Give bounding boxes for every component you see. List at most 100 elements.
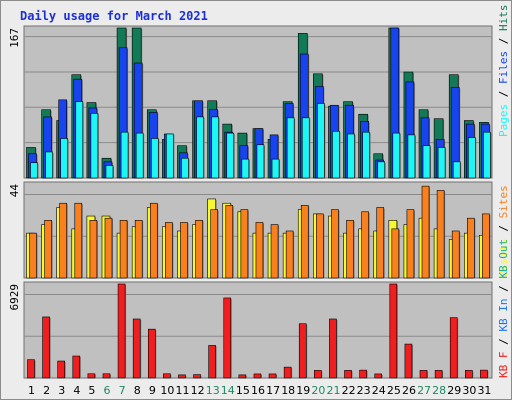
kb-f-bar [117,283,126,379]
x-tick-label: 19 [296,384,310,397]
x-tick-label: 27 [417,384,431,397]
pages-bar [437,147,446,179]
pages-bar [362,131,370,179]
pages-bar [407,134,416,179]
pages-bar [105,165,114,179]
y-max-label-2: 44 [8,184,21,198]
kb-f-bar [253,373,262,379]
kb-f-bar [404,343,413,379]
sites-bar [149,202,158,279]
pages-bar [301,117,310,179]
x-tick-label: 30 [462,384,476,397]
legend-separator: / [497,279,510,299]
pages-bar [286,117,295,179]
sites-bar [74,202,83,279]
x-tick-label: 29 [447,384,461,397]
pages-bar [422,145,431,179]
x-tick-label: 1 [28,384,35,397]
kb-f-bar [147,328,156,379]
x-tick-label: 12 [191,384,205,397]
pages-bar [45,151,53,179]
sites-bar [467,217,475,279]
kb-f-bar [434,370,443,379]
pages-bar [332,130,340,179]
sites-bar [376,207,385,279]
kb-f-bar [223,297,232,379]
sites-bar [225,205,234,279]
pages-bar [135,132,144,179]
legend-entry: Sites [497,185,510,218]
sites-bar [29,232,37,279]
kb-f-bar [178,374,186,379]
pages-bar [271,158,280,179]
kb-f-bar [238,374,247,379]
kb-f-bar [72,355,81,379]
sites-bar [180,222,188,279]
sites-bar [406,209,415,279]
sites-bar [482,213,490,279]
sites-bar [44,220,52,279]
sites-bar [119,220,128,279]
x-tick-label: 14 [221,384,235,397]
kb-f-bar [87,373,96,379]
sites-bar [391,228,400,279]
y-max-label-3: 6929 [8,284,21,311]
kb-f-bar [57,360,65,379]
sites-bar [134,220,143,279]
pages-bar [256,144,265,179]
legend-entry: KB F [497,352,510,379]
kb-f-bar [27,359,35,379]
legend-separator: / [497,31,510,51]
kb-f-bar [102,373,111,379]
x-tick-label: 11 [176,384,190,397]
x-tick-label: 16 [251,384,265,397]
pages-bar [317,103,325,179]
kb-f-bar [298,323,307,379]
sites-bar [210,209,218,279]
sites-bar [104,217,113,279]
sites-bar [316,213,324,279]
sites-bar [195,220,203,279]
pages-bar [120,131,129,179]
y-max-label-1: 167 [8,28,21,48]
x-tick-label: 18 [281,384,295,397]
legend-visits-sites: Visits / Sites [497,185,510,278]
x-tick-label: 4 [73,384,80,397]
pages-bar [90,113,99,179]
pages-bar [181,157,189,179]
page-title: Daily usage for March 2021 [20,9,208,23]
sites-bar [421,185,430,279]
pages-bar [211,116,219,179]
legend-separator: / [497,332,510,352]
sites-bar [89,220,98,279]
kb-f-bar [359,369,367,379]
pages-bar [166,133,174,179]
pages-bar [75,101,84,179]
x-tick-label: 13 [206,384,220,397]
x-tick-label: 7 [119,384,126,397]
x-tick-label: 26 [402,384,416,397]
x-tick-label: 23 [357,384,371,397]
kb-f-bar [374,373,383,379]
x-tick-label: 31 [477,384,491,397]
pages-bar [452,161,461,179]
x-tick-label: 24 [372,384,386,397]
kb-f-bar [344,370,352,379]
x-tick-label: 2 [43,384,50,397]
kb-f-bar [480,369,488,379]
sites-bar [165,222,173,279]
x-tick-label: 6 [104,384,111,397]
pages-bar [483,131,491,179]
pages-bar [30,162,38,179]
x-tick-label: 17 [266,384,280,397]
x-tick-label: 28 [432,384,446,397]
x-tick-label: 15 [236,384,250,397]
sites-bar [270,224,279,279]
x-tick-label: 3 [58,384,65,397]
kb-f-bar [389,283,398,379]
kb-f-bar [208,345,216,379]
legend-entry: Files [497,51,510,84]
x-tick-label: 5 [88,384,95,397]
pages-bar [377,161,386,179]
